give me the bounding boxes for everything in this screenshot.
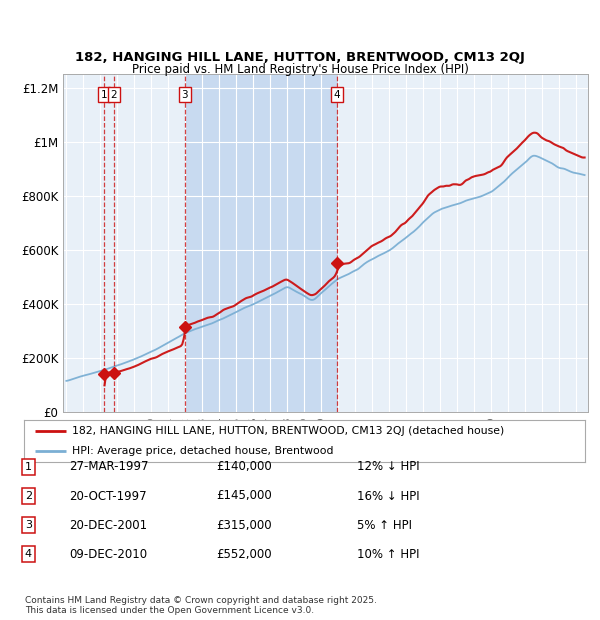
- Text: 1: 1: [101, 90, 107, 100]
- Bar: [185, 74, 337, 412]
- Text: £140,000: £140,000: [216, 461, 272, 473]
- Text: 10% ↑ HPI: 10% ↑ HPI: [357, 548, 419, 560]
- Text: £315,000: £315,000: [216, 519, 272, 531]
- Text: 20-DEC-2001: 20-DEC-2001: [69, 519, 147, 531]
- Text: £552,000: £552,000: [216, 548, 272, 560]
- Text: 182, HANGING HILL LANE, HUTTON, BRENTWOOD, CM13 2QJ: 182, HANGING HILL LANE, HUTTON, BRENTWOO…: [75, 51, 525, 64]
- Text: 2: 2: [110, 90, 117, 100]
- Text: 20-OCT-1997: 20-OCT-1997: [69, 490, 146, 502]
- Text: 3: 3: [25, 520, 32, 530]
- Text: 12% ↓ HPI: 12% ↓ HPI: [357, 461, 419, 473]
- Text: 09-DEC-2010: 09-DEC-2010: [69, 548, 147, 560]
- Text: £145,000: £145,000: [216, 490, 272, 502]
- Text: 2: 2: [25, 491, 32, 501]
- Text: 5% ↑ HPI: 5% ↑ HPI: [357, 519, 412, 531]
- Text: 3: 3: [182, 90, 188, 100]
- Text: 182, HANGING HILL LANE, HUTTON, BRENTWOOD, CM13 2QJ (detached house): 182, HANGING HILL LANE, HUTTON, BRENTWOO…: [71, 426, 504, 436]
- Text: Price paid vs. HM Land Registry's House Price Index (HPI): Price paid vs. HM Land Registry's House …: [131, 63, 469, 76]
- Text: 4: 4: [25, 549, 32, 559]
- Text: 27-MAR-1997: 27-MAR-1997: [69, 461, 149, 473]
- Text: Contains HM Land Registry data © Crown copyright and database right 2025.
This d: Contains HM Land Registry data © Crown c…: [25, 596, 377, 615]
- Text: HPI: Average price, detached house, Brentwood: HPI: Average price, detached house, Bren…: [71, 446, 333, 456]
- Text: 4: 4: [334, 90, 341, 100]
- Text: 1: 1: [25, 462, 32, 472]
- Text: 16% ↓ HPI: 16% ↓ HPI: [357, 490, 419, 502]
